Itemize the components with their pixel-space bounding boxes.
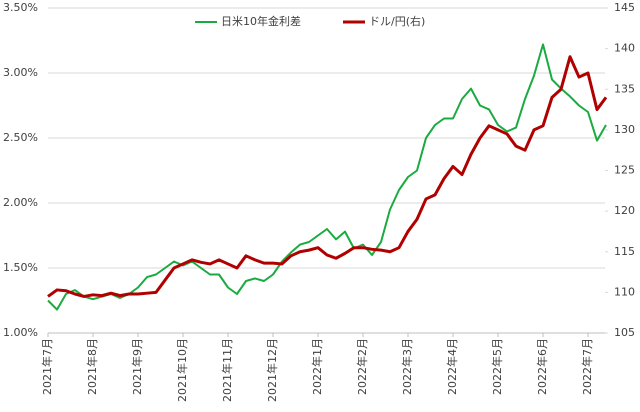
y2-tick-label: 145 [614, 1, 635, 14]
y-tick-label: 3.00% [3, 66, 38, 79]
y2-tick-label: 120 [614, 204, 635, 217]
y2-tick-label: 130 [614, 123, 635, 136]
x-tick-label: 2022年6月 [535, 338, 549, 395]
y-tick-label: 3.50% [3, 1, 38, 14]
y2-tick-label: 125 [614, 164, 635, 177]
line-series [47, 55, 608, 298]
x-tick-label: 2022年3月 [400, 338, 414, 395]
x-tick-label: 2022年4月 [445, 338, 459, 395]
y2-tick-label: 135 [614, 82, 635, 95]
y-tick-label: 1.00% [3, 326, 38, 339]
y2-tick-label: 115 [614, 245, 635, 258]
x-tick-label: 2022年1月 [310, 338, 324, 395]
legend-label: 日米10年金利差 [221, 14, 301, 28]
legend-label: ドル/円(右) [369, 14, 425, 28]
x-tick-label: 2022年2月 [355, 338, 369, 395]
y-tick-label: 2.50% [3, 131, 38, 144]
x-tick-label: 2021年9月 [130, 338, 144, 395]
x-tick-label: 2021年8月 [85, 338, 99, 395]
y2-tick-label: 105 [614, 326, 635, 339]
y-tick-label: 1.50% [3, 261, 38, 274]
y2-tick-label: 110 [614, 285, 635, 298]
x-tick-label: 2022年7月 [580, 338, 594, 395]
x-tick-label: 2021年11月 [220, 338, 234, 402]
line-series [47, 43, 607, 311]
x-tick-label: 2021年12月 [265, 338, 279, 402]
x-tick-label: 2021年7月 [40, 338, 54, 395]
x-tick-label: 2022年5月 [490, 338, 504, 395]
x-tick-label: 2021年10月 [175, 338, 189, 402]
y2-tick-label: 140 [614, 42, 635, 55]
y-tick-label: 2.00% [3, 196, 38, 209]
